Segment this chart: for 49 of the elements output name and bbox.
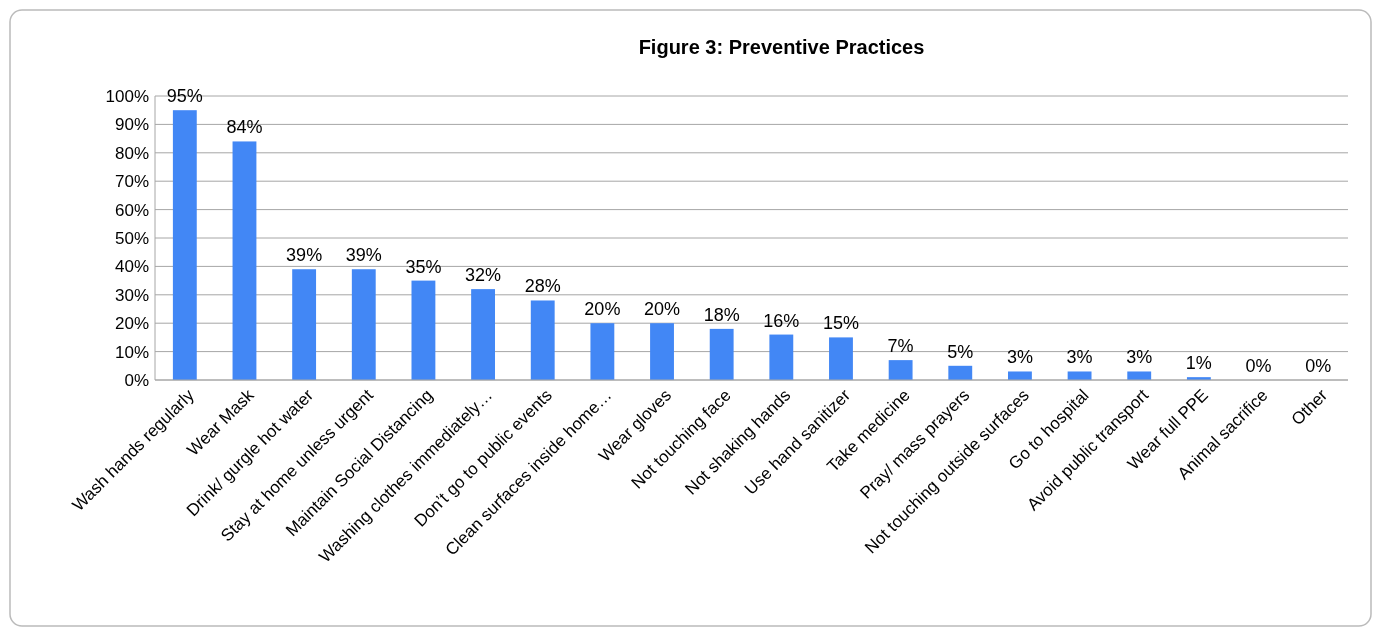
data-label: 7% — [887, 336, 914, 357]
bar — [1067, 371, 1092, 380]
bar — [172, 110, 197, 380]
data-label: 20% — [584, 299, 621, 320]
data-label: 3% — [1126, 347, 1153, 368]
y-tick-label: 30% — [114, 285, 149, 305]
y-tick-label: 40% — [114, 257, 149, 277]
bar — [292, 269, 317, 380]
y-tick-label: 100% — [105, 86, 149, 106]
data-label: 1% — [1185, 353, 1212, 374]
data-label: 35% — [405, 256, 442, 277]
data-label: 15% — [822, 313, 859, 334]
bar — [530, 300, 555, 380]
data-label: 84% — [226, 117, 263, 138]
bar — [590, 323, 615, 380]
bar — [888, 360, 913, 380]
y-tick-label: 90% — [114, 115, 149, 135]
data-label: 28% — [524, 276, 561, 297]
y-tick-label: 80% — [114, 143, 149, 163]
data-label: 39% — [345, 245, 382, 266]
data-label: 0% — [1245, 356, 1272, 376]
bar — [948, 365, 973, 380]
data-label: 16% — [763, 310, 800, 331]
data-label: 18% — [703, 304, 740, 325]
data-label: 32% — [465, 265, 502, 286]
y-tick-label: 60% — [114, 200, 149, 220]
data-label: 95% — [166, 86, 203, 107]
data-label: 5% — [947, 341, 974, 362]
y-tick-label: 20% — [114, 314, 149, 334]
bar — [709, 328, 734, 380]
y-tick-label: 10% — [114, 342, 149, 362]
bar — [769, 334, 794, 380]
bar — [411, 280, 436, 380]
y-tick-label: 0% — [124, 370, 149, 390]
data-label: 3% — [1066, 347, 1093, 368]
bar — [232, 141, 257, 380]
y-tick-label: 50% — [114, 228, 149, 248]
chart-title: Figure 3: Preventive Practices — [638, 36, 925, 58]
bar — [650, 323, 674, 380]
data-label: 0% — [1305, 356, 1332, 376]
bar — [829, 337, 853, 380]
bar — [1008, 371, 1032, 380]
data-label: 3% — [1006, 347, 1033, 368]
y-tick-label: 70% — [114, 172, 149, 192]
bar — [1127, 371, 1152, 380]
data-label: 39% — [286, 245, 323, 266]
bar — [351, 269, 376, 380]
bar — [471, 289, 496, 380]
data-label: 20% — [644, 299, 681, 320]
